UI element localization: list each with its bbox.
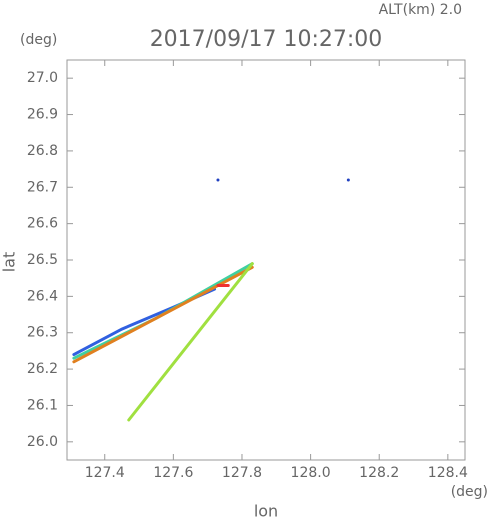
- x-tick-label: 128.2: [359, 465, 399, 481]
- chart-title: 2017/09/17 10:27:00: [150, 27, 383, 52]
- x-tick-label: 127.6: [153, 465, 193, 481]
- x-label: lon: [254, 502, 278, 521]
- y-unit: (deg): [20, 32, 57, 48]
- x-tick-label: 127.8: [222, 465, 262, 481]
- x-tick-label: 127.4: [85, 465, 125, 481]
- y-tick-label: 26.2: [27, 361, 58, 377]
- y-tick-label: 26.4: [27, 288, 58, 304]
- y-tick-label: 26.6: [27, 216, 58, 232]
- y-tick-label: 26.5: [27, 252, 58, 268]
- y-tick-label: 27.0: [27, 70, 58, 86]
- echo-streak: [127, 262, 254, 422]
- point: [216, 178, 220, 182]
- y-tick-label: 26.1: [27, 397, 58, 413]
- echo-streak: [72, 265, 254, 364]
- y-tick-label: 26.7: [27, 179, 58, 195]
- x-unit: (deg): [451, 484, 488, 500]
- y-tick-label: 26.3: [27, 325, 58, 341]
- y-tick-label: 26.9: [27, 107, 58, 123]
- subtitle: ALT(km) 2.0: [379, 2, 462, 18]
- y-tick-label: 26.8: [27, 143, 58, 159]
- point: [346, 178, 350, 182]
- plot-frame: [66, 59, 466, 461]
- y-tick-label: 26.0: [27, 434, 58, 450]
- x-tick-label: 128.0: [291, 465, 331, 481]
- y-label: lat: [0, 252, 19, 273]
- x-tick-label: 128.4: [428, 465, 468, 481]
